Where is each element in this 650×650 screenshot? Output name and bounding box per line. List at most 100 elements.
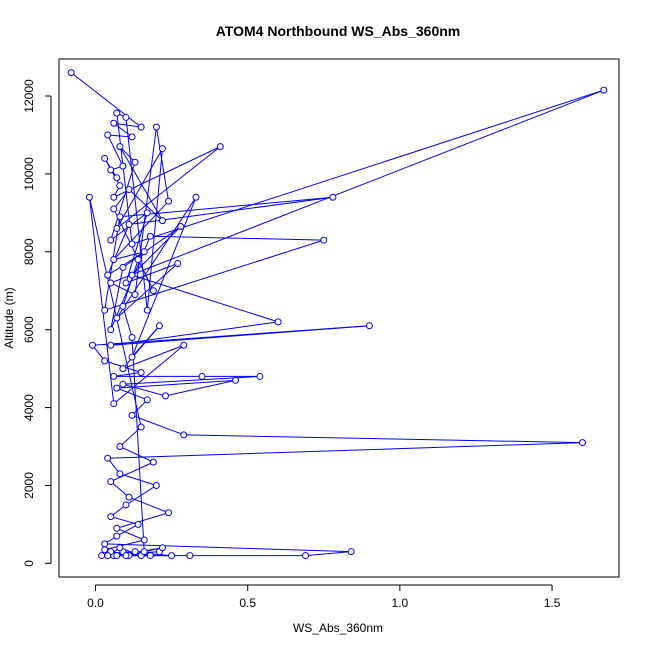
x-tick-label: 0.5 xyxy=(239,596,256,610)
data-point xyxy=(155,322,163,330)
series-segment xyxy=(88,197,142,428)
data-point xyxy=(98,552,106,560)
data-point xyxy=(110,205,118,213)
data-point xyxy=(186,552,194,560)
data-point xyxy=(177,222,185,230)
data-point xyxy=(347,548,355,556)
series-segment xyxy=(116,387,148,401)
data-point xyxy=(137,123,145,131)
data-point xyxy=(152,481,160,489)
data-point xyxy=(104,454,112,462)
data-point xyxy=(128,271,136,279)
data-point xyxy=(119,263,127,271)
series-segment xyxy=(131,414,184,436)
data-point xyxy=(107,326,115,334)
data-point xyxy=(125,185,133,193)
data-point xyxy=(107,478,115,486)
data-point xyxy=(180,341,188,349)
series-segment xyxy=(113,372,142,377)
series-segment xyxy=(155,127,170,202)
data-point xyxy=(131,291,139,299)
data-point xyxy=(107,513,115,521)
series-segment xyxy=(125,263,178,284)
data-point xyxy=(88,341,96,349)
data-point xyxy=(101,154,109,162)
data-point xyxy=(320,236,328,244)
data-point xyxy=(365,322,373,330)
data-point xyxy=(174,259,182,267)
data-point xyxy=(198,372,206,380)
series-segment xyxy=(113,208,154,291)
data-point xyxy=(134,256,142,264)
data-point xyxy=(67,69,75,77)
series-segment xyxy=(116,379,236,389)
data-point xyxy=(101,546,109,554)
series-segment xyxy=(104,543,352,553)
data-point xyxy=(168,552,176,560)
data-point xyxy=(104,131,112,139)
series-segment xyxy=(113,251,145,261)
series-segment xyxy=(131,337,145,552)
series-segment xyxy=(131,226,182,276)
data-point xyxy=(140,248,148,256)
data-point xyxy=(302,552,310,560)
y-tick-label: 6000 xyxy=(22,316,36,343)
data-point xyxy=(122,552,130,560)
series-segment xyxy=(110,89,604,284)
data-point xyxy=(110,193,118,201)
series-segment xyxy=(122,259,139,307)
data-point xyxy=(107,236,115,244)
data-point xyxy=(192,193,200,201)
series-segment xyxy=(125,212,148,284)
series-segment xyxy=(116,148,163,229)
data-point xyxy=(143,396,151,404)
series-segment xyxy=(116,512,169,529)
data-point xyxy=(107,166,115,174)
series-segment xyxy=(116,196,197,319)
data-point xyxy=(165,197,173,205)
data-point xyxy=(113,314,121,322)
series-segment xyxy=(116,523,139,537)
series-segment xyxy=(107,442,583,459)
series-segment xyxy=(113,122,133,138)
data-point xyxy=(113,224,121,232)
series-segment xyxy=(113,200,169,260)
series-segment xyxy=(122,383,166,397)
data-point xyxy=(162,392,170,400)
series-segment xyxy=(116,527,145,541)
data-point xyxy=(158,544,166,552)
data-point xyxy=(113,532,121,540)
data-point xyxy=(110,372,118,380)
data-point xyxy=(158,145,166,153)
series-segment xyxy=(88,197,115,404)
series-segment xyxy=(131,89,604,245)
data-point xyxy=(104,552,112,560)
data-point xyxy=(149,458,157,466)
data-point xyxy=(101,540,109,548)
series-segment xyxy=(122,344,184,370)
data-point xyxy=(158,217,166,225)
data-point xyxy=(128,411,136,419)
series-segment xyxy=(116,263,179,319)
series-segment xyxy=(107,251,145,276)
y-axis: 0 2000 4000 6000 8000 10000 12000 xyxy=(22,79,52,567)
data-point xyxy=(140,536,148,544)
data-point xyxy=(104,271,112,279)
series-segment xyxy=(165,379,236,397)
x-tick-label: 1.0 xyxy=(392,596,409,610)
data-point xyxy=(113,552,121,560)
data-point xyxy=(110,400,118,408)
y-tick-label: 0 xyxy=(22,560,36,567)
data-point xyxy=(116,443,124,451)
data-point xyxy=(137,369,145,377)
series-segment xyxy=(110,282,136,296)
series-segment xyxy=(104,539,145,551)
x-tick-label: 1.5 xyxy=(544,596,561,610)
data-point xyxy=(122,113,130,121)
series-segment xyxy=(70,72,142,128)
data-point xyxy=(256,372,264,380)
data-point xyxy=(146,232,154,240)
series-segment xyxy=(131,399,148,416)
data-point xyxy=(152,123,160,131)
series-segment xyxy=(183,434,583,444)
